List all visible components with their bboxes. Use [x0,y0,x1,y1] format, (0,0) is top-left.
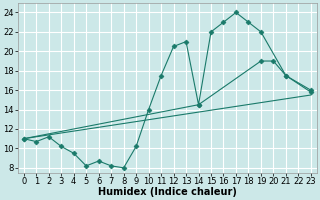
X-axis label: Humidex (Indice chaleur): Humidex (Indice chaleur) [98,187,237,197]
